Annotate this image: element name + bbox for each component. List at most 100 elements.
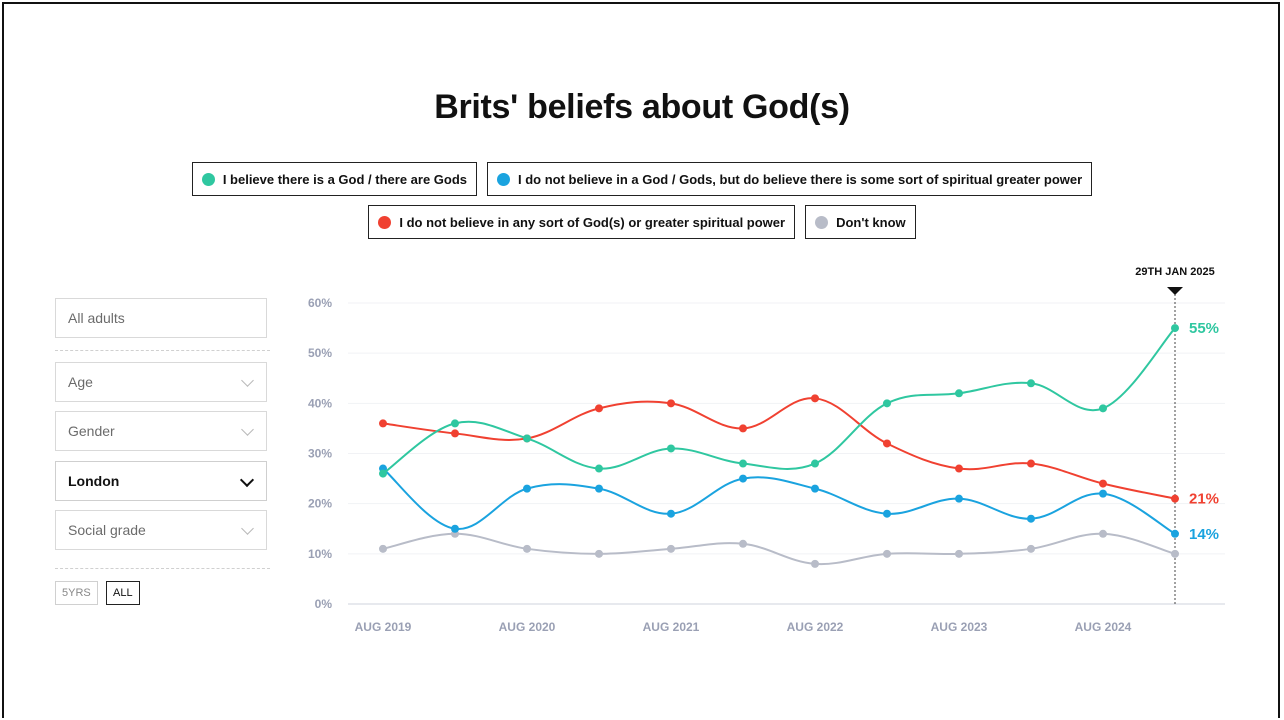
end-value-label-spiritual: 14% <box>1189 526 1219 543</box>
data-point-none <box>667 399 675 408</box>
data-point-none <box>1171 494 1179 503</box>
series-line-spiritual <box>382 467 1176 535</box>
data-point-god <box>1099 404 1107 413</box>
data-point-dont_know <box>667 544 675 553</box>
data-point-god <box>739 459 747 468</box>
data-point-dont_know <box>1099 529 1107 538</box>
age-label: Age <box>68 374 93 390</box>
data-point-dont_know <box>379 544 387 553</box>
legend-label-spiritual: I do not believe in a God / Gods, but do… <box>518 171 1083 187</box>
data-point-none <box>883 439 891 448</box>
data-point-spiritual <box>955 494 963 503</box>
range-all-label: ALL <box>113 587 133 599</box>
legend-row-2: I do not believe in any sort of God(s) o… <box>0 205 1284 239</box>
data-point-spiritual <box>811 484 819 493</box>
y-tick-label: 0% <box>315 597 333 611</box>
y-tick-label: 60% <box>308 296 332 310</box>
data-point-god <box>595 464 603 473</box>
data-point-none <box>739 424 747 433</box>
data-point-spiritual <box>883 509 891 518</box>
legend-row-1: I believe there is a God / there are God… <box>0 162 1284 196</box>
legend-dot-dont-know <box>815 215 829 229</box>
data-point-none <box>955 464 963 473</box>
data-point-spiritual <box>595 484 603 493</box>
x-tick-label: AUG 2021 <box>643 620 700 634</box>
divider <box>55 350 270 351</box>
divider <box>55 568 270 569</box>
line-chart: 0% 10% 20% 30% 40% 50% 60% AUG 2019 AUG 2020 AUG … <box>308 266 1225 634</box>
data-point-none <box>451 429 459 438</box>
x-tick-label: AUG 2022 <box>787 620 844 634</box>
series-line-none <box>382 397 1176 500</box>
data-point-spiritual <box>451 524 459 533</box>
data-point-spiritual <box>667 509 675 518</box>
series-line-god <box>382 327 1176 475</box>
x-tick-label: AUG 2023 <box>931 620 988 634</box>
data-point-none <box>1099 479 1107 488</box>
data-point-god <box>1171 324 1179 333</box>
legend-label-god: I believe there is a God / there are God… <box>222 171 468 187</box>
range-5yrs-button[interactable]: 5YRS <box>55 581 98 605</box>
chevron-down-icon <box>241 522 254 535</box>
data-point-god <box>523 434 531 443</box>
legend-dot-god <box>201 172 215 186</box>
gender-dropdown[interactable]: Gender <box>55 411 267 451</box>
data-point-dont_know <box>811 559 819 568</box>
data-point-god <box>667 444 675 453</box>
range-all-button[interactable]: ALL <box>106 581 140 605</box>
data-point-none <box>1027 459 1035 468</box>
region-dropdown[interactable]: London <box>55 461 267 501</box>
data-point-dont_know <box>595 549 603 558</box>
legend-label-dont-know: Don't know <box>836 214 906 230</box>
data-point-dont_know <box>739 539 747 548</box>
social-grade-label: Social grade <box>68 522 146 538</box>
data-point-god <box>883 399 891 408</box>
region-label: London <box>68 473 120 489</box>
data-point-none <box>811 394 819 403</box>
y-tick-label: 50% <box>308 346 332 360</box>
social-grade-dropdown[interactable]: Social grade <box>55 510 267 550</box>
data-point-dont_know <box>883 549 891 558</box>
data-point-dont_know <box>523 544 531 553</box>
legend-item-dont-know[interactable]: Don't know <box>805 205 916 239</box>
data-point-god <box>1027 379 1035 388</box>
data-point-spiritual <box>523 484 531 493</box>
data-point-spiritual <box>1171 529 1179 538</box>
data-point-none <box>595 404 603 413</box>
chevron-down-icon <box>241 423 254 436</box>
chevron-down-icon <box>239 472 255 488</box>
legend-dot-none <box>378 215 392 229</box>
legend-item-none[interactable]: I do not believe in any sort of God(s) o… <box>368 205 796 239</box>
legend-dot-spiritual <box>497 172 511 186</box>
data-point-dont_know <box>1027 544 1035 553</box>
y-tick-label: 20% <box>308 497 332 511</box>
chart-title: Brits' beliefs about God(s) <box>434 88 850 126</box>
x-tick-label: AUG 2020 <box>499 620 556 634</box>
y-tick-label: 40% <box>308 396 332 410</box>
legend-item-god[interactable]: I believe there is a God / there are God… <box>191 162 478 196</box>
all-adults-filter[interactable]: All adults <box>55 298 267 338</box>
x-tick-label: AUG 2024 <box>1075 620 1132 634</box>
legend-item-spiritual[interactable]: I do not believe in a God / Gods, but do… <box>487 162 1093 196</box>
date-marker-label: 29TH JAN 2025 <box>1135 266 1215 278</box>
data-point-god <box>379 469 387 478</box>
range-5yrs-label: 5YRS <box>62 587 91 599</box>
series-line-dont_know <box>382 532 1176 566</box>
age-dropdown[interactable]: Age <box>55 362 267 402</box>
date-marker-triangle <box>1167 287 1183 295</box>
chevron-down-icon <box>241 374 254 387</box>
end-value-label-god: 55% <box>1189 320 1219 337</box>
y-tick-label: 30% <box>308 447 332 461</box>
data-point-god <box>451 419 459 428</box>
data-point-god <box>811 459 819 468</box>
data-point-none <box>379 419 387 428</box>
end-value-label-none: 21% <box>1189 491 1219 508</box>
all-adults-label: All adults <box>68 310 125 326</box>
x-tick-label: AUG 2019 <box>355 620 412 634</box>
data-point-spiritual <box>1027 514 1035 523</box>
data-point-dont_know <box>1171 549 1179 558</box>
legend-label-none: I do not believe in any sort of God(s) o… <box>399 214 786 230</box>
gender-label: Gender <box>68 423 115 439</box>
data-point-spiritual <box>739 474 747 483</box>
